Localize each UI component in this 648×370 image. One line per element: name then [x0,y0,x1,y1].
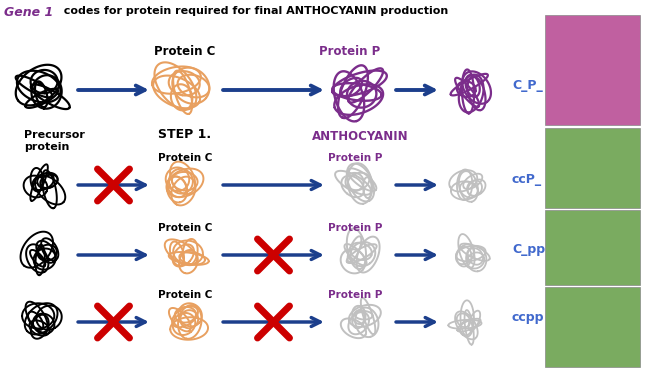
Bar [545,128,640,208]
Text: Protein P: Protein P [328,223,382,233]
Text: C_P_: C_P_ [512,78,543,91]
Text: STEP 1.: STEP 1. [159,128,211,141]
Bar [545,15,640,125]
Text: C_pp: C_pp [512,243,545,256]
Bar [545,287,640,367]
Text: Gene 1: Gene 1 [4,6,53,19]
Text: Protein C: Protein C [158,290,212,300]
Text: ccpp: ccpp [512,310,544,323]
Text: Protein C: Protein C [158,153,212,163]
Text: Precursor
protein: Precursor protein [24,130,85,152]
Text: Protein P: Protein P [328,290,382,300]
Text: Protein C: Protein C [154,45,216,58]
Text: codes for protein required for final ANTHOCYANIN production: codes for protein required for final ANT… [56,6,448,16]
Bar [545,210,640,285]
Text: Protein C: Protein C [158,223,212,233]
Text: Protein P: Protein P [319,45,380,58]
Text: ccP_: ccP_ [512,174,542,186]
Text: ANTHOCYANIN: ANTHOCYANIN [312,130,408,143]
Text: Protein P: Protein P [328,153,382,163]
